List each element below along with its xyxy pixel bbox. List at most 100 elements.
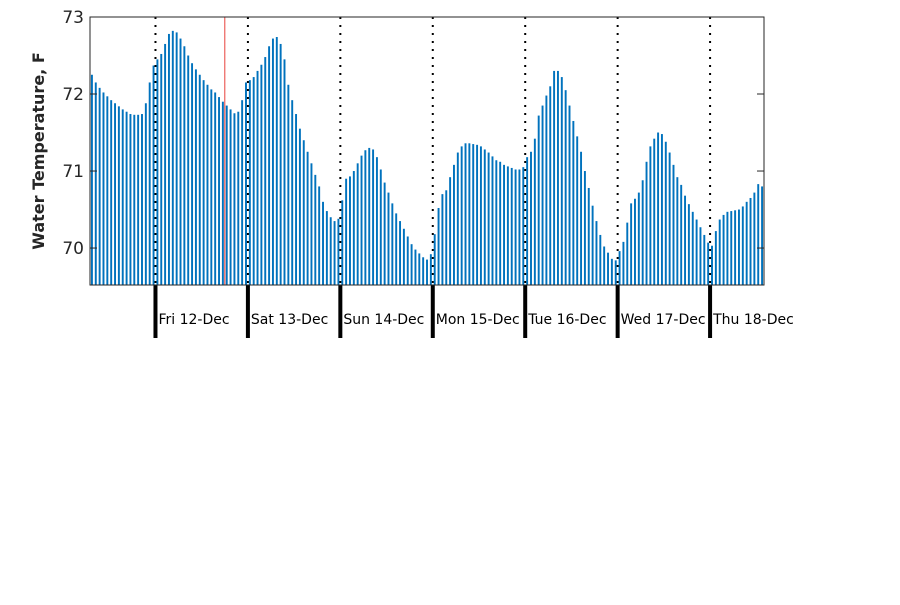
temperature-bar [402,228,405,285]
temperature-bar [549,86,552,285]
y-tick-label: 72 [62,85,84,105]
temperature-bar [591,205,594,285]
temperature-bar [506,166,509,285]
temperature-bar [556,70,559,285]
temperature-bar [418,253,421,285]
temperature-bar [291,100,294,285]
temperature-bar [660,134,663,285]
temperature-bar [252,77,255,285]
temperature-bar [268,46,271,286]
day-label: Tue 16-Dec [527,312,606,328]
temperature-bar [141,114,143,285]
temperature-bar [499,161,502,285]
temperature-bar [225,105,228,285]
temperature-bar [645,161,648,285]
y-tick-label: 73 [62,8,84,28]
temperature-bar [302,140,305,285]
temperature-bar [514,169,517,285]
temperature-bar [345,178,348,285]
y-axis-ticks: 70 71 72 73 [62,8,764,259]
temperature-bar [360,155,363,285]
temperature-bar [649,146,652,285]
temperature-bar [433,234,436,285]
temperature-bar [322,201,324,285]
temperature-bar [191,63,194,286]
temperature-bar [171,30,174,285]
temperature-bar [464,143,467,285]
temperature-bar [564,90,567,285]
temperature-bar [672,164,675,285]
temperature-bar [722,214,725,285]
temperature-bar [206,84,209,286]
temperature-bar [664,141,667,285]
temperature-bar [383,182,386,285]
temperature-bar [117,106,120,285]
temperature-bar [545,95,548,285]
temperature-bar [657,132,660,285]
temperature-bar [156,59,159,285]
temperature-bar [426,259,428,285]
temperature-bar [460,146,463,285]
temperature-bar [641,180,644,285]
temperature-bar [487,152,490,285]
temperature-bar [399,221,402,285]
temperature-bar [622,241,625,285]
temperature-bar [553,70,556,285]
temperature-bar [714,231,717,285]
temperature-bar [329,217,332,285]
temperature-bar [356,163,359,285]
temperature-bar [391,203,394,285]
temperature-bar [634,198,636,285]
temperature-bar [406,236,409,285]
temperature-bar [148,82,151,286]
temperature-bar [687,204,690,285]
temperature-bar [603,246,606,285]
temperature-bar [483,149,486,285]
temperature-bar [275,37,278,285]
temperature-bar [560,77,563,285]
temperature-bar [429,254,432,285]
temperature-bar [580,151,583,285]
temperature-bar [295,114,298,285]
temperature-bar [245,82,247,286]
temperature-bar [510,167,513,285]
temperature-bar [749,197,752,285]
temperature-bar [121,109,124,285]
temperature-bar [472,144,475,285]
temperature-bar [730,211,733,285]
temperature-bar [572,120,575,285]
temperature-bar [352,171,355,285]
temperature-bar [137,114,140,285]
temperature-bar [676,177,679,285]
temperature-bar [703,234,706,285]
temperature-bar [237,111,240,285]
temperature-bar [541,105,544,285]
temperature-bar [337,218,340,285]
y-tick-label: 70 [62,239,84,259]
temperature-bar [271,38,274,286]
temperature-bar [218,97,220,285]
temperature-bar [583,171,586,285]
temperature-bar [680,184,683,285]
temperature-bar [607,252,609,285]
temperature-bar [587,187,590,285]
day-label: Wed 17-Dec [621,312,706,328]
y-axis-label: Water Temperature, F [29,52,48,250]
temperature-bar [595,221,598,285]
temperature-bar [375,157,378,285]
temperature-bar [757,184,760,285]
temperature-bar [668,152,671,285]
temperature-bar [260,64,263,285]
temperature-bar [283,59,286,285]
temperature-bar [233,113,236,285]
temperature-bar [495,160,498,285]
temperature-bar [241,100,244,285]
bars-layer [90,30,764,286]
temperature-bar [537,115,540,285]
temperature-bar [306,151,309,285]
temperature-bar [637,192,640,285]
temperature-bar [738,209,740,285]
temperature-bar [699,227,702,285]
temperature-bar [684,195,687,285]
